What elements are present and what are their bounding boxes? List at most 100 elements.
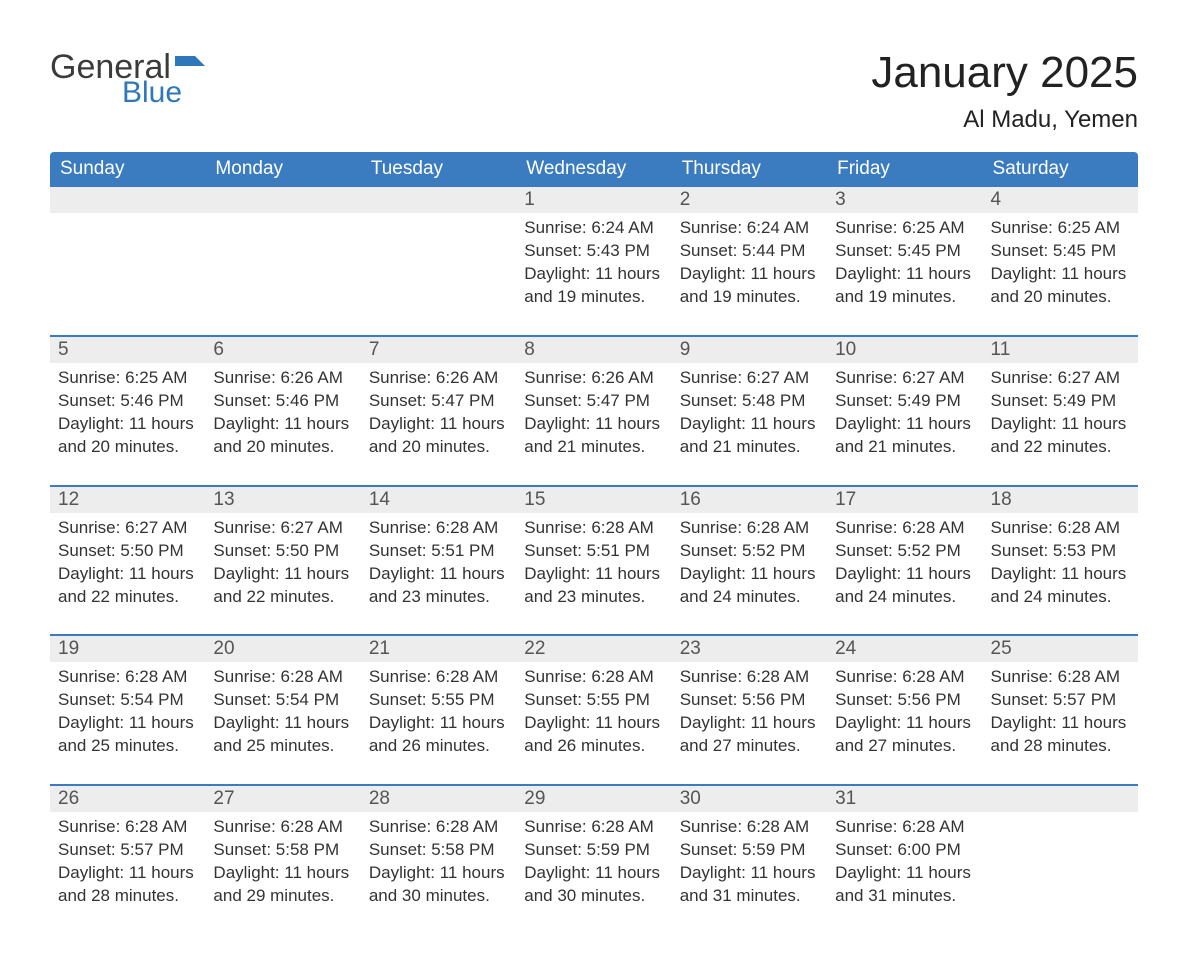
day-number-cell	[361, 187, 516, 213]
sunset-value: Sunset: 5:54 PM	[213, 689, 352, 712]
sunrise-value: Sunrise: 6:26 AM	[369, 367, 508, 390]
day-number-cell: 4	[983, 187, 1138, 213]
sunset-value: Sunset: 5:56 PM	[835, 689, 974, 712]
day-number-cell: 6	[205, 337, 360, 363]
sunrise-value: Sunrise: 6:27 AM	[991, 367, 1130, 390]
daylight-value: Daylight: 11 hours	[524, 563, 663, 586]
sunrise-value: Sunrise: 6:24 AM	[680, 217, 819, 240]
daylight-value-cont: and 20 minutes.	[58, 436, 197, 459]
day-number-row: 567891011	[50, 337, 1138, 363]
calendar-grid: Sunday Monday Tuesday Wednesday Thursday…	[50, 152, 1138, 934]
day-number-cell: 8	[516, 337, 671, 363]
daylight-value: Daylight: 11 hours	[369, 862, 508, 885]
sunrise-value: Sunrise: 6:28 AM	[524, 666, 663, 689]
day-number-cell: 18	[983, 487, 1138, 513]
day-details-cell: Sunrise: 6:26 AMSunset: 5:47 PMDaylight:…	[516, 363, 671, 486]
daylight-value: Daylight: 11 hours	[524, 263, 663, 286]
sunset-value: Sunset: 5:48 PM	[680, 390, 819, 413]
daylight-value: Daylight: 11 hours	[835, 413, 974, 436]
day-details-cell: Sunrise: 6:28 AMSunset: 5:54 PMDaylight:…	[205, 662, 360, 785]
sunrise-value: Sunrise: 6:28 AM	[524, 816, 663, 839]
sunset-value: Sunset: 5:59 PM	[680, 839, 819, 862]
daylight-value-cont: and 24 minutes.	[835, 586, 974, 609]
weekday-header: Thursday	[672, 152, 827, 187]
brand-logo: General Blue	[50, 50, 205, 108]
sunrise-value: Sunrise: 6:25 AM	[835, 217, 974, 240]
daylight-value-cont: and 25 minutes.	[58, 735, 197, 758]
day-number-cell	[50, 187, 205, 213]
day-details-cell: Sunrise: 6:28 AMSunset: 5:56 PMDaylight:…	[827, 662, 982, 785]
day-details-cell: Sunrise: 6:28 AMSunset: 5:51 PMDaylight:…	[361, 513, 516, 636]
weekday-header: Saturday	[983, 152, 1138, 187]
sunset-value: Sunset: 5:58 PM	[369, 839, 508, 862]
daylight-value: Daylight: 11 hours	[524, 862, 663, 885]
daylight-value-cont: and 27 minutes.	[680, 735, 819, 758]
sunset-value: Sunset: 5:55 PM	[524, 689, 663, 712]
daylight-value-cont: and 30 minutes.	[524, 885, 663, 908]
day-details-row: Sunrise: 6:24 AMSunset: 5:43 PMDaylight:…	[50, 213, 1138, 336]
daylight-value: Daylight: 11 hours	[369, 413, 508, 436]
day-number-cell: 13	[205, 487, 360, 513]
day-number-cell: 14	[361, 487, 516, 513]
sunrise-value: Sunrise: 6:28 AM	[369, 816, 508, 839]
sunrise-value: Sunrise: 6:28 AM	[369, 666, 508, 689]
day-number-cell: 25	[983, 636, 1138, 662]
weekday-header: Monday	[205, 152, 360, 187]
sunset-value: Sunset: 5:52 PM	[835, 540, 974, 563]
sunrise-value: Sunrise: 6:27 AM	[213, 517, 352, 540]
day-number-cell: 1	[516, 187, 671, 213]
daylight-value-cont: and 21 minutes.	[680, 436, 819, 459]
title-block: January 2025 Al Madu, Yemen	[871, 50, 1138, 134]
day-details-cell: Sunrise: 6:28 AMSunset: 5:58 PMDaylight:…	[205, 812, 360, 934]
day-details-cell: Sunrise: 6:27 AMSunset: 5:49 PMDaylight:…	[827, 363, 982, 486]
daylight-value-cont: and 22 minutes.	[213, 586, 352, 609]
flag-icon	[175, 52, 205, 78]
weekday-header-row: Sunday Monday Tuesday Wednesday Thursday…	[50, 152, 1138, 187]
daylight-value-cont: and 27 minutes.	[835, 735, 974, 758]
daylight-value: Daylight: 11 hours	[991, 563, 1130, 586]
day-details-cell: Sunrise: 6:28 AMSunset: 5:51 PMDaylight:…	[516, 513, 671, 636]
daylight-value: Daylight: 11 hours	[680, 563, 819, 586]
daylight-value: Daylight: 11 hours	[991, 413, 1130, 436]
sunset-value: Sunset: 5:50 PM	[58, 540, 197, 563]
daylight-value: Daylight: 11 hours	[58, 563, 197, 586]
daylight-value: Daylight: 11 hours	[680, 712, 819, 735]
sunset-value: Sunset: 5:56 PM	[680, 689, 819, 712]
day-number-cell: 29	[516, 786, 671, 812]
daylight-value: Daylight: 11 hours	[58, 862, 197, 885]
sunrise-value: Sunrise: 6:28 AM	[58, 816, 197, 839]
page-header: General Blue January 2025 Al Madu, Yemen	[50, 50, 1138, 134]
daylight-value-cont: and 23 minutes.	[524, 586, 663, 609]
day-number-cell: 26	[50, 786, 205, 812]
day-number-cell: 2	[672, 187, 827, 213]
sunset-value: Sunset: 5:55 PM	[369, 689, 508, 712]
sunset-value: Sunset: 5:59 PM	[524, 839, 663, 862]
day-details-cell: Sunrise: 6:27 AMSunset: 5:48 PMDaylight:…	[672, 363, 827, 486]
day-details-cell	[983, 812, 1138, 934]
day-details-cell: Sunrise: 6:25 AMSunset: 5:46 PMDaylight:…	[50, 363, 205, 486]
daylight-value-cont: and 24 minutes.	[991, 586, 1130, 609]
day-details-cell: Sunrise: 6:27 AMSunset: 5:49 PMDaylight:…	[983, 363, 1138, 486]
day-number-row: 262728293031	[50, 786, 1138, 812]
sunrise-value: Sunrise: 6:28 AM	[991, 666, 1130, 689]
daylight-value-cont: and 20 minutes.	[213, 436, 352, 459]
sunset-value: Sunset: 5:46 PM	[213, 390, 352, 413]
month-title: January 2025	[871, 50, 1138, 96]
day-details-cell: Sunrise: 6:28 AMSunset: 5:58 PMDaylight:…	[361, 812, 516, 934]
day-number-cell: 16	[672, 487, 827, 513]
sunset-value: Sunset: 5:47 PM	[524, 390, 663, 413]
day-details-cell: Sunrise: 6:28 AMSunset: 5:59 PMDaylight:…	[516, 812, 671, 934]
day-details-cell: Sunrise: 6:25 AMSunset: 5:45 PMDaylight:…	[827, 213, 982, 336]
day-details-row: Sunrise: 6:27 AMSunset: 5:50 PMDaylight:…	[50, 513, 1138, 636]
sunset-value: Sunset: 5:54 PM	[58, 689, 197, 712]
sunrise-value: Sunrise: 6:28 AM	[524, 517, 663, 540]
daylight-value-cont: and 24 minutes.	[680, 586, 819, 609]
day-details-cell: Sunrise: 6:28 AMSunset: 5:57 PMDaylight:…	[50, 812, 205, 934]
day-number-cell	[205, 187, 360, 213]
sunrise-value: Sunrise: 6:28 AM	[680, 517, 819, 540]
sunrise-value: Sunrise: 6:27 AM	[835, 367, 974, 390]
daylight-value-cont: and 22 minutes.	[991, 436, 1130, 459]
logo-word-blue: Blue	[122, 78, 182, 108]
sunset-value: Sunset: 6:00 PM	[835, 839, 974, 862]
day-details-cell: Sunrise: 6:28 AMSunset: 6:00 PMDaylight:…	[827, 812, 982, 934]
